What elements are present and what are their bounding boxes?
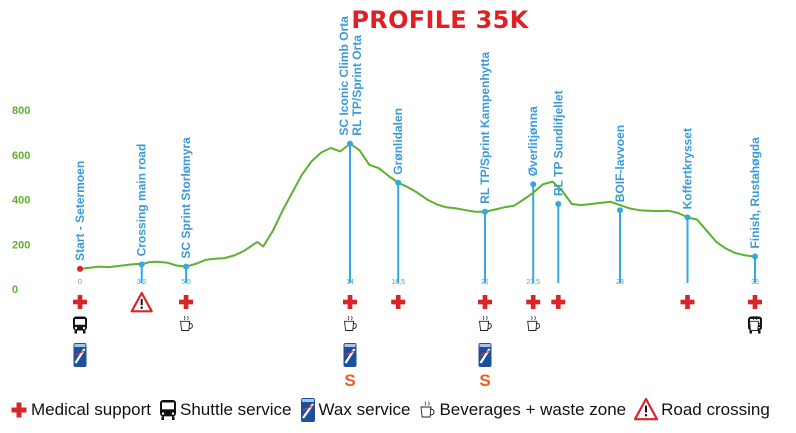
marker-dot [555,200,562,207]
legend-label: Medical support [31,400,152,419]
medical-icon [551,295,566,309]
km-label: 0 [78,279,82,286]
marker-label: SC Iconic Climb Orta [337,16,351,136]
medical-icon [526,295,541,309]
medical-icon [343,295,357,309]
marker-dot [617,207,623,214]
start-dot [77,265,83,272]
legend-label: Road crossing [661,400,770,419]
wax-icon [73,343,87,367]
y-tick-label: 0 [12,284,18,296]
marker-dot [684,214,691,221]
legend-item-shuttle: Shuttle service [159,398,292,422]
y-tick-label: 800 [12,105,30,117]
km-label: 35 [751,279,759,286]
marker-label: RL TP Sundlifjellet [551,90,565,196]
marker-label: Start - Setermoen [73,161,87,261]
road-crossing-icon [634,398,659,421]
wax-icon [300,398,315,422]
km-label: 5.5 [181,279,191,286]
medical-icon [179,295,194,309]
marker-label: BOIF-lavvoen [613,125,627,202]
marker-dot [482,208,488,215]
km-label: 21 [481,279,489,286]
km-label: 23,5 [526,279,540,286]
y-tick-label: 600 [12,150,30,162]
beverages-icon [478,315,492,331]
shuttle-icon [73,316,87,334]
medical-icon [391,295,406,309]
marker-label: SC Sprint Storlømyra [179,137,193,259]
wax-icon [343,343,357,367]
legend-label: Beverages + waste zone [439,400,627,419]
wax-icon [478,343,492,367]
marker-label: Grønlidalen [391,108,405,175]
marker-label: Koffertkrysset [681,128,695,209]
marker-dot [530,181,537,188]
marker-dot [395,179,402,186]
beverages-icon [180,315,193,331]
svg-text:S: S [344,371,355,390]
beverages-icon [420,401,435,418]
marker-lines [140,143,756,283]
marker-label: RL TP/Sprint Kampenhytta [478,52,492,204]
legend-item-medical: Medical support [10,398,151,422]
medical-icon [680,295,695,309]
road-crossing-icon [130,291,153,313]
km-label: 3.2 [137,279,147,286]
page-title: PROFILE 35K [351,6,529,34]
legend-item-wax: Wax service [300,398,411,422]
marker-labels: Start - Setermoen Crossing main road SC Sp… [73,16,762,261]
legend: Medical support Shuttle service Wax servic… [10,396,778,424]
legend-label: Wax service [318,400,411,419]
legend-item-road-crossing: Road crossing [634,398,770,422]
beverages-icon [343,315,357,331]
marker-label: Øverlitjønna [526,106,540,176]
marker-label: RL TP/Sprint Orta [350,35,364,136]
km-label: 14 [346,279,354,286]
km-labels: 0 3.2 5.5 14 16,5 21 23,5 28 35 [78,279,759,286]
svg-text:S: S [479,371,490,390]
marker-dots [77,140,758,272]
y-tick-label: 400 [12,195,30,207]
marker-label: Finish, Rustahøgda [748,137,762,249]
y-axis: 0 200 400 600 800 [12,105,30,296]
marker-dot [752,253,758,260]
sprint-icon: S [479,371,490,390]
legend-label: Shuttle service [180,400,292,419]
marker-label: Crossing main road [135,144,149,257]
marker-dot [347,140,353,147]
marker-dot [183,263,190,270]
beverages-icon [748,315,762,331]
medical-icon [748,295,762,309]
medical-icon [73,295,87,309]
beverages-icon [527,315,540,331]
km-label: 28 [616,279,624,286]
km-label: 16,5 [391,279,405,286]
shuttle-icon [160,400,177,420]
y-tick-label: 200 [12,239,30,251]
legend-item-beverages: Beverages + waste zone [418,398,626,422]
sprint-icon: S [344,371,355,390]
medical-icon [478,295,492,309]
medical-icon [11,402,27,418]
marker-dot [138,261,145,268]
